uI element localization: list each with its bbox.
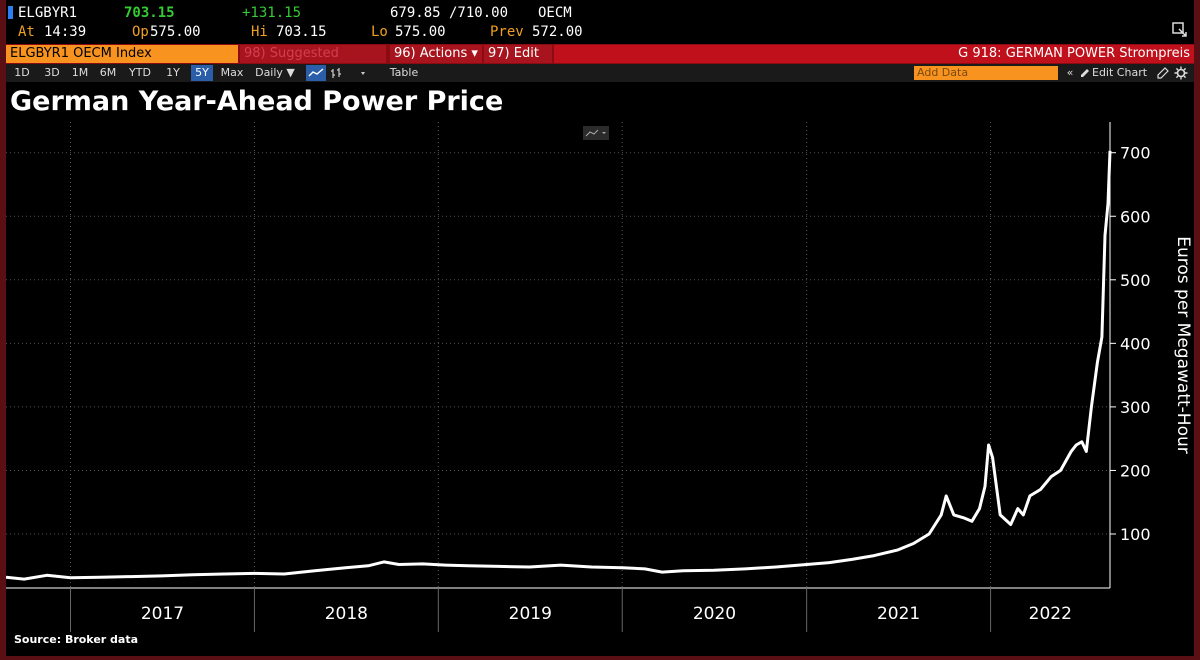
y-tick-label: 100	[1120, 525, 1151, 544]
price-series-line	[6, 150, 1112, 581]
prev-label: Prev	[490, 24, 524, 40]
price-chart[interactable]: 100 200 300 400 500 600 700 2017 2018 2019 2020 20…	[6, 120, 1194, 636]
y-tick-label: 200	[1120, 461, 1151, 480]
low-label: Lo	[371, 24, 388, 40]
x-tick-label: 2021	[877, 604, 920, 624]
period-1d-button[interactable]: 1D	[14, 66, 30, 79]
chart-type-toggle-icon[interactable]	[583, 126, 609, 140]
y-tick-label: 600	[1120, 207, 1151, 226]
open-value: 575.00	[150, 24, 201, 40]
x-tick-label: 2022	[1029, 604, 1072, 624]
price-change: +131.15	[242, 5, 302, 21]
x-tick-label: 2019	[509, 604, 552, 624]
x-tick-label: 2020	[693, 604, 736, 624]
edit-chart-icon[interactable]	[1079, 67, 1091, 79]
high-label: Hi	[251, 24, 268, 40]
line-chart-type-icon[interactable]	[306, 65, 326, 81]
terminal-panel: ELGBYR1 703.15 +131.15 679.85 /710.00 OE…	[6, 0, 1194, 656]
y-tick-label: 700	[1120, 144, 1151, 163]
at-time: 14:39	[44, 24, 87, 40]
suggested-charts-button[interactable]: 98) Suggested Charts	[240, 45, 386, 79]
source-note: Source: Broker data	[14, 633, 139, 646]
security-index-field[interactable]: ELGBYR1 OECM Index	[6, 45, 238, 63]
x-tick-label: 2018	[325, 604, 368, 624]
period-1y-button[interactable]: 1Y	[166, 66, 180, 79]
period-3d-button[interactable]: 3D	[44, 66, 60, 79]
y-tick-label: 500	[1120, 271, 1151, 290]
expand-window-icon[interactable]	[1172, 22, 1188, 38]
low-value: 575.00	[395, 24, 446, 40]
bid-ask-range: 679.85 /710.00	[390, 5, 509, 21]
bar-chart-type-icon[interactable]	[330, 65, 344, 81]
chart-toolbar: 1D 3D 1M 6M YTD 1Y 5Y Max Daily ▼ Table …	[6, 64, 1194, 82]
y-axis-label: Euros per Megawatt-Hour	[1173, 236, 1193, 454]
edit-menu-button[interactable]: 97) Edit ▾	[484, 45, 552, 79]
y-tick-label: 400	[1120, 334, 1151, 353]
period-ytd-button[interactable]: YTD	[129, 66, 151, 79]
open-label: Op	[132, 24, 149, 40]
ticker-marker-icon	[8, 6, 13, 19]
period-6m-button[interactable]: 6M	[99, 66, 117, 79]
x-tick-label: 2017	[141, 604, 184, 624]
annotate-icon[interactable]	[1156, 66, 1170, 80]
high-value: 703.15	[276, 24, 327, 40]
ticker-symbol[interactable]: ELGBYR1	[18, 5, 78, 21]
period-5y-button[interactable]: 5Y	[191, 65, 213, 81]
period-max-button[interactable]: Max	[220, 66, 244, 79]
chart-title: German Year-Ahead Power Price	[10, 86, 504, 117]
actions-menu-button[interactable]: 96) Actions ▾	[390, 45, 482, 63]
period-1m-button[interactable]: 1M	[71, 66, 89, 79]
collapse-button[interactable]: «	[1066, 66, 1074, 79]
add-data-input[interactable]: Add Data	[914, 66, 1058, 80]
settings-gear-icon[interactable]	[1174, 66, 1188, 80]
prev-value: 572.00	[532, 24, 583, 40]
page-title: G 918: GERMAN POWER Strompreis	[554, 45, 1194, 63]
edit-chart-button[interactable]: Edit Chart	[1092, 66, 1148, 79]
table-button[interactable]: Table	[389, 66, 419, 79]
quote-header: ELGBYR1 703.15 +131.15 679.85 /710.00 OE…	[6, 0, 1194, 44]
y-tick-label: 300	[1120, 398, 1151, 417]
last-price: 703.15	[124, 5, 175, 21]
menu-bar: ELGBYR1 OECM Index 98) Suggested Charts …	[6, 44, 1194, 79]
chart-type-dropdown-icon[interactable]	[358, 65, 368, 81]
at-label: At	[18, 24, 35, 40]
frequency-select[interactable]: Daily ▼	[255, 66, 295, 79]
exchange-code: OECM	[538, 5, 572, 21]
